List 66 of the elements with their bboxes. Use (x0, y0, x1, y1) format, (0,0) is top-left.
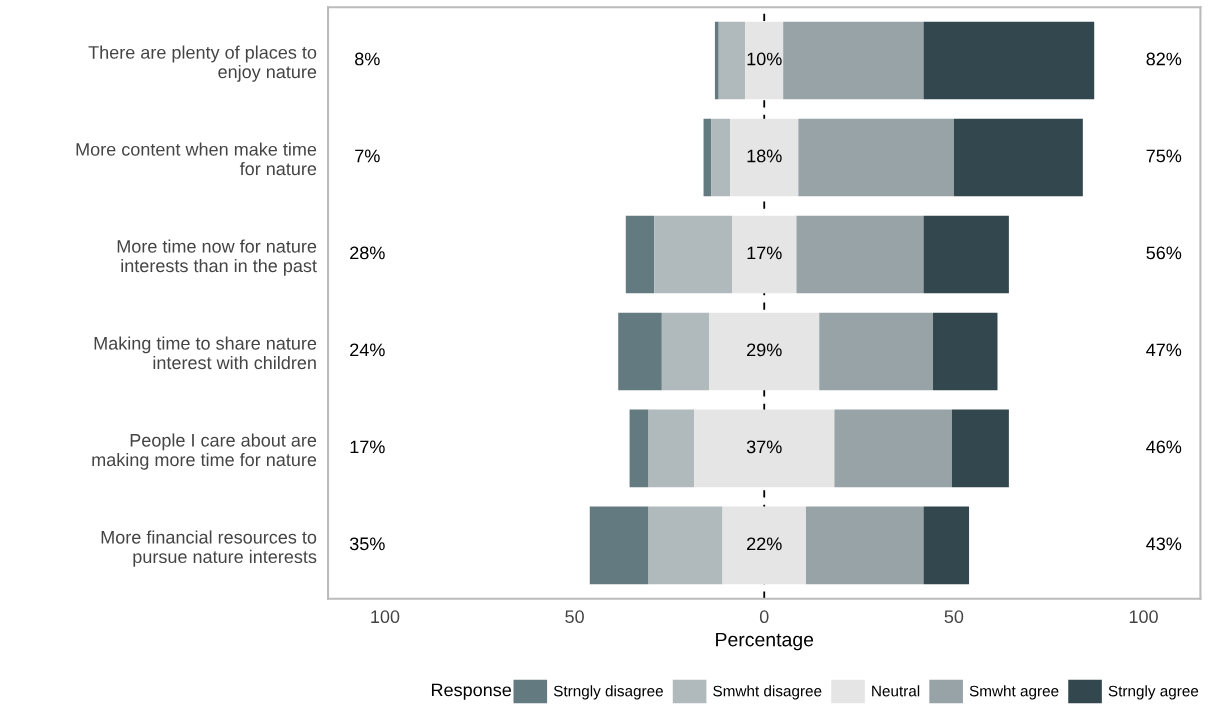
bar (783, 21, 924, 100)
bar (923, 215, 1009, 294)
annotation: 17% (747, 246, 782, 260)
y-tick-label: More financial resources to pursue nature interests (101, 530, 317, 567)
bar (745, 21, 784, 100)
bar (732, 215, 797, 294)
x-tick-label: 100 (1129, 610, 1158, 624)
bar (718, 21, 746, 100)
x-tick-label: 0 (759, 610, 769, 624)
x-axis-title: Percentage (716, 632, 814, 651)
annotation: 28% (350, 246, 385, 260)
annotation: 35% (349, 537, 385, 551)
bar (819, 312, 934, 391)
bar (709, 312, 820, 391)
legend-label: Neutral (872, 685, 920, 697)
annotation: 10% (747, 52, 782, 66)
legend-label: Strngly disagree (553, 685, 663, 700)
bar (923, 506, 970, 585)
annotation: 47% (1146, 343, 1182, 357)
bar (589, 506, 649, 585)
bar (834, 409, 952, 488)
legend-label: Smwht disagree (713, 685, 822, 700)
bar (648, 409, 695, 488)
x-tick-label: 50 (944, 610, 964, 624)
annotation: 18% (747, 149, 782, 163)
bar (953, 118, 1083, 197)
bar (796, 215, 924, 294)
bar (722, 506, 806, 585)
legend-label: Strngly agree (1108, 685, 1199, 700)
annotation: 82% (1146, 52, 1182, 66)
annotation: 56% (1146, 246, 1182, 260)
bar (618, 312, 662, 391)
annotation: 37% (746, 440, 782, 454)
annotation: 17% (350, 440, 385, 454)
bar (648, 506, 723, 585)
annotation: 24% (350, 343, 385, 357)
bar (629, 409, 649, 488)
bar (703, 118, 712, 197)
annotation: 29% (747, 343, 782, 357)
bar (661, 312, 710, 391)
bar (951, 409, 1009, 488)
y-tick-label: More content when make time for nature (76, 142, 317, 176)
y-tick-label: People I care about are making more time for nature (92, 433, 317, 470)
bar (798, 118, 954, 197)
legend-title: Response (431, 683, 512, 700)
bar (730, 118, 799, 197)
bar (805, 506, 924, 585)
bar (714, 21, 719, 100)
y-tick-label: There are plenty of places to enjoy nature (88, 45, 317, 82)
y-tick-label: More time now for nature interests than in the past (117, 239, 317, 276)
annotation: 22% (747, 537, 782, 551)
annotation: 46% (1146, 440, 1182, 454)
annotation: 43% (1146, 537, 1182, 551)
bar (625, 215, 655, 294)
bar (711, 118, 731, 197)
annotation: 75% (1146, 149, 1182, 163)
bar (654, 215, 732, 294)
bar (694, 409, 835, 488)
y-tick-label: Making time to share nature interest with children (94, 336, 317, 370)
x-tick-label: 100 (371, 610, 400, 624)
bar (933, 312, 998, 391)
bar (923, 21, 1095, 100)
legend-label: Smwht agree (969, 685, 1059, 700)
annotation: 8% (355, 52, 380, 66)
annotation: 7% (355, 149, 380, 163)
x-tick-label: 50 (565, 610, 584, 624)
